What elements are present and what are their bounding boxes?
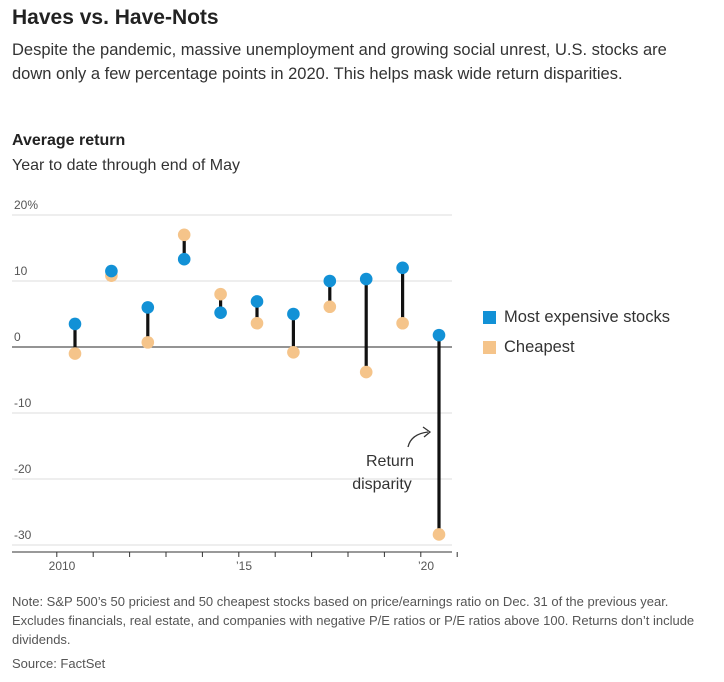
expensive-dot: [359, 272, 373, 286]
x-tick-label: ’20: [418, 559, 434, 573]
cheapest-dot: [141, 336, 155, 349]
y-axis-labels: 20% 10 0 -10 -20 -30: [14, 198, 38, 542]
chart-subtitle: Despite the pandemic, massive unemployme…: [12, 41, 667, 83]
y-tick-label: -10: [14, 396, 32, 410]
cheapest-dot: [287, 345, 300, 359]
cheapest-dot: [68, 347, 82, 360]
legend-item-expensive: Most expensive stocks: [483, 305, 670, 329]
cheapest-dot: [250, 316, 264, 330]
expensive-dot: [432, 328, 446, 342]
cheapest-dot: [396, 316, 409, 330]
annotation-arrowhead: [422, 426, 432, 438]
annotation: Return disparity: [352, 426, 432, 493]
chart-title: Haves vs. Have-Nots: [12, 6, 219, 29]
cheapest-dot: [432, 528, 446, 541]
legend-swatch-expensive: [483, 310, 496, 324]
expensive-dot: [68, 317, 82, 331]
expensive-dot: [250, 295, 264, 308]
expensive-dot: [287, 307, 300, 321]
cheapest-dot: [359, 365, 373, 379]
chart-plot: 20% 10 0 -10 -20 -30 2010 ’15 ’20 Return dispar…: [12, 198, 458, 573]
annotation-line-2: disparity: [352, 476, 412, 493]
cheapest-dot: [323, 300, 337, 314]
cheapest-dot: [177, 228, 191, 242]
y-tick-label: 0: [14, 330, 21, 344]
expensive-dot: [105, 264, 118, 278]
dots: [68, 228, 446, 541]
legend-label-expensive: Most expensive stocks: [504, 307, 670, 326]
expensive-dot: [323, 274, 337, 288]
chart-subheading: Year to date through end of May: [12, 157, 241, 174]
y-tick-label: -20: [14, 462, 32, 476]
annotation-line-1: Return: [366, 453, 414, 470]
chart-note: Note: S&P 500’s 50 priciest and 50 cheap…: [12, 594, 695, 647]
chart-heading: Average return: [12, 132, 126, 149]
expensive-dot: [214, 306, 227, 319]
y-tick-label: -30: [14, 528, 32, 542]
expensive-dot: [177, 252, 191, 266]
y-tick-label: 10: [14, 264, 28, 278]
legend-item-cheapest: Cheapest: [483, 335, 670, 359]
legend-swatch-cheapest: [483, 340, 496, 354]
x-tick-label: 2010: [49, 559, 76, 573]
legend: Most expensive stocks Cheapest: [483, 305, 670, 365]
cheapest-dot: [214, 287, 227, 301]
legend-label-cheapest: Cheapest: [504, 337, 575, 356]
gridlines: [12, 214, 452, 546]
expensive-dot: [141, 301, 155, 314]
expensive-dot: [396, 261, 409, 275]
chart-source: Source: FactSet: [12, 656, 106, 671]
x-axis: 2010 ’15 ’20: [12, 551, 458, 573]
y-tick-label: 20%: [14, 198, 38, 212]
x-tick-label: ’15: [236, 559, 252, 573]
annotation-arrow: [407, 431, 429, 448]
